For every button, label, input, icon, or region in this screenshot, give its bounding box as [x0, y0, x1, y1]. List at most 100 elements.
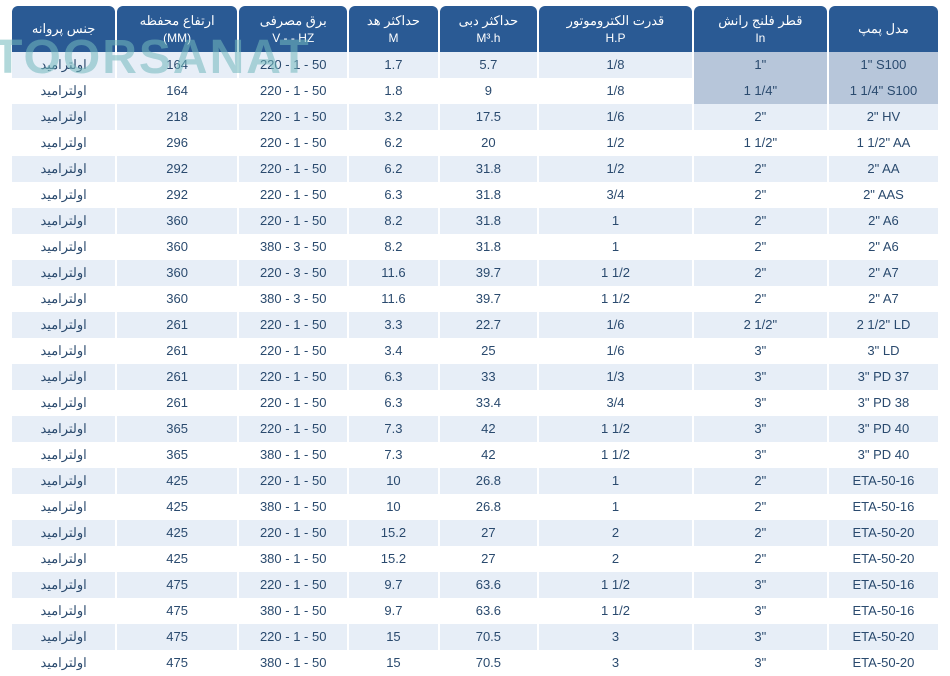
table-row: ETA-50-203"370.515380 - 1 - 50475اولترام…: [12, 650, 938, 676]
cell-model: ETA-50-16: [829, 468, 938, 494]
table-row: 2" HV2"1/617.53.2220 - 1 - 50218اولترامی…: [12, 104, 938, 130]
cell-height: 261: [117, 312, 237, 338]
cell-flow: 39.7: [440, 286, 538, 312]
table-head: مدل پمپقطر فلنج رانشInقدرت الکتروموتورH.…: [12, 6, 938, 52]
cell-power: 220 - 1 - 50: [239, 78, 347, 104]
cell-height: 292: [117, 182, 237, 208]
cell-model: 2 1/2" LD: [829, 312, 938, 338]
cell-model: 2" AAS: [829, 182, 938, 208]
cell-model: ETA-50-16: [829, 598, 938, 624]
cell-hp: 1 1/2: [539, 260, 692, 286]
cell-hp: 1/2: [539, 156, 692, 182]
cell-height: 296: [117, 130, 237, 156]
cell-power: 220 - 1 - 50: [239, 130, 347, 156]
cell-model: ETA-50-16: [829, 494, 938, 520]
cell-flange: 2": [694, 468, 827, 494]
cell-flow: 42: [440, 416, 538, 442]
cell-model: 3" PD 38: [829, 390, 938, 416]
cell-flange: 2 1/2": [694, 312, 827, 338]
cell-model: 3" PD 37: [829, 364, 938, 390]
cell-impeller: اولترامید: [12, 598, 115, 624]
col-header-model: مدل پمپ: [829, 6, 938, 52]
col-header-flow: حداکثر دبیM³.h: [440, 6, 538, 52]
cell-head: 10: [349, 494, 437, 520]
cell-flow: 17.5: [440, 104, 538, 130]
cell-flow: 5.7: [440, 52, 538, 78]
cell-head: 3.2: [349, 104, 437, 130]
cell-flange: 3": [694, 650, 827, 676]
cell-height: 475: [117, 598, 237, 624]
cell-model: 2" A7: [829, 286, 938, 312]
cell-head: 7.3: [349, 442, 437, 468]
col-subtitle: H.P: [543, 30, 688, 46]
cell-hp: 1: [539, 234, 692, 260]
cell-flow: 31.8: [440, 156, 538, 182]
col-subtitle: V - - HZ: [243, 30, 343, 46]
cell-model: 3" PD 40: [829, 416, 938, 442]
table-row: 3" PD 403"1 1/2427.3380 - 1 - 50365اولتر…: [12, 442, 938, 468]
table-row: 2" A72"1 1/239.711.6380 - 3 - 50360اولتر…: [12, 286, 938, 312]
cell-impeller: اولترامید: [12, 104, 115, 130]
cell-model: 3" PD 40: [829, 442, 938, 468]
cell-flow: 42: [440, 442, 538, 468]
col-header-head: حداکثر هدM: [349, 6, 437, 52]
cell-power: 220 - 1 - 50: [239, 104, 347, 130]
cell-flow: 70.5: [440, 624, 538, 650]
table-row: ETA-50-162"126.810220 - 1 - 50425اولترام…: [12, 468, 938, 494]
table-row: 2" AA2"1/231.86.2220 - 1 - 50292اولترامی…: [12, 156, 938, 182]
cell-hp: 1/6: [539, 338, 692, 364]
cell-impeller: اولترامید: [12, 182, 115, 208]
cell-height: 164: [117, 78, 237, 104]
cell-head: 11.6: [349, 260, 437, 286]
cell-head: 6.2: [349, 130, 437, 156]
cell-model: 1" S100: [829, 52, 938, 78]
cell-height: 360: [117, 286, 237, 312]
cell-model: 3" LD: [829, 338, 938, 364]
cell-impeller: اولترامید: [12, 52, 115, 78]
cell-impeller: اولترامید: [12, 494, 115, 520]
table-row: 3" PD 403"1 1/2427.3220 - 1 - 50365اولتر…: [12, 416, 938, 442]
cell-impeller: اولترامید: [12, 416, 115, 442]
cell-flange: 2": [694, 520, 827, 546]
cell-power: 220 - 3 - 50: [239, 260, 347, 286]
cell-flange: 3": [694, 390, 827, 416]
cell-flange: 3": [694, 338, 827, 364]
cell-power: 220 - 1 - 50: [239, 338, 347, 364]
cell-height: 475: [117, 572, 237, 598]
cell-head: 6.2: [349, 156, 437, 182]
cell-hp: 1/6: [539, 104, 692, 130]
cell-flange: 2": [694, 286, 827, 312]
cell-height: 164: [117, 52, 237, 78]
cell-power: 380 - 1 - 50: [239, 598, 347, 624]
cell-power: 220 - 1 - 50: [239, 364, 347, 390]
cell-power: 380 - 3 - 50: [239, 286, 347, 312]
cell-flow: 27: [440, 546, 538, 572]
col-subtitle: M³.h: [444, 30, 534, 46]
cell-impeller: اولترامید: [12, 338, 115, 364]
cell-power: 220 - 1 - 50: [239, 52, 347, 78]
cell-hp: 3/4: [539, 390, 692, 416]
cell-flow: 26.8: [440, 494, 538, 520]
cell-model: 1 1/4" S100: [829, 78, 938, 104]
cell-head: 1.8: [349, 78, 437, 104]
cell-power: 380 - 1 - 50: [239, 650, 347, 676]
cell-hp: 1: [539, 468, 692, 494]
cell-hp: 1 1/2: [539, 598, 692, 624]
cell-head: 15.2: [349, 520, 437, 546]
cell-height: 261: [117, 390, 237, 416]
cell-flange: 3": [694, 572, 827, 598]
cell-head: 10: [349, 468, 437, 494]
cell-height: 425: [117, 520, 237, 546]
cell-flow: 31.8: [440, 208, 538, 234]
cell-impeller: اولترامید: [12, 130, 115, 156]
cell-flange: 2": [694, 104, 827, 130]
cell-height: 365: [117, 416, 237, 442]
cell-height: 475: [117, 650, 237, 676]
cell-power: 220 - 1 - 50: [239, 390, 347, 416]
cell-hp: 1: [539, 208, 692, 234]
col-title: قطر فلنج رانش: [718, 13, 802, 28]
cell-height: 261: [117, 364, 237, 390]
table-row: 1 1/4" S1001 1/4"1/891.8220 - 1 - 50164ا…: [12, 78, 938, 104]
cell-hp: 1 1/2: [539, 442, 692, 468]
cell-head: 3.3: [349, 312, 437, 338]
